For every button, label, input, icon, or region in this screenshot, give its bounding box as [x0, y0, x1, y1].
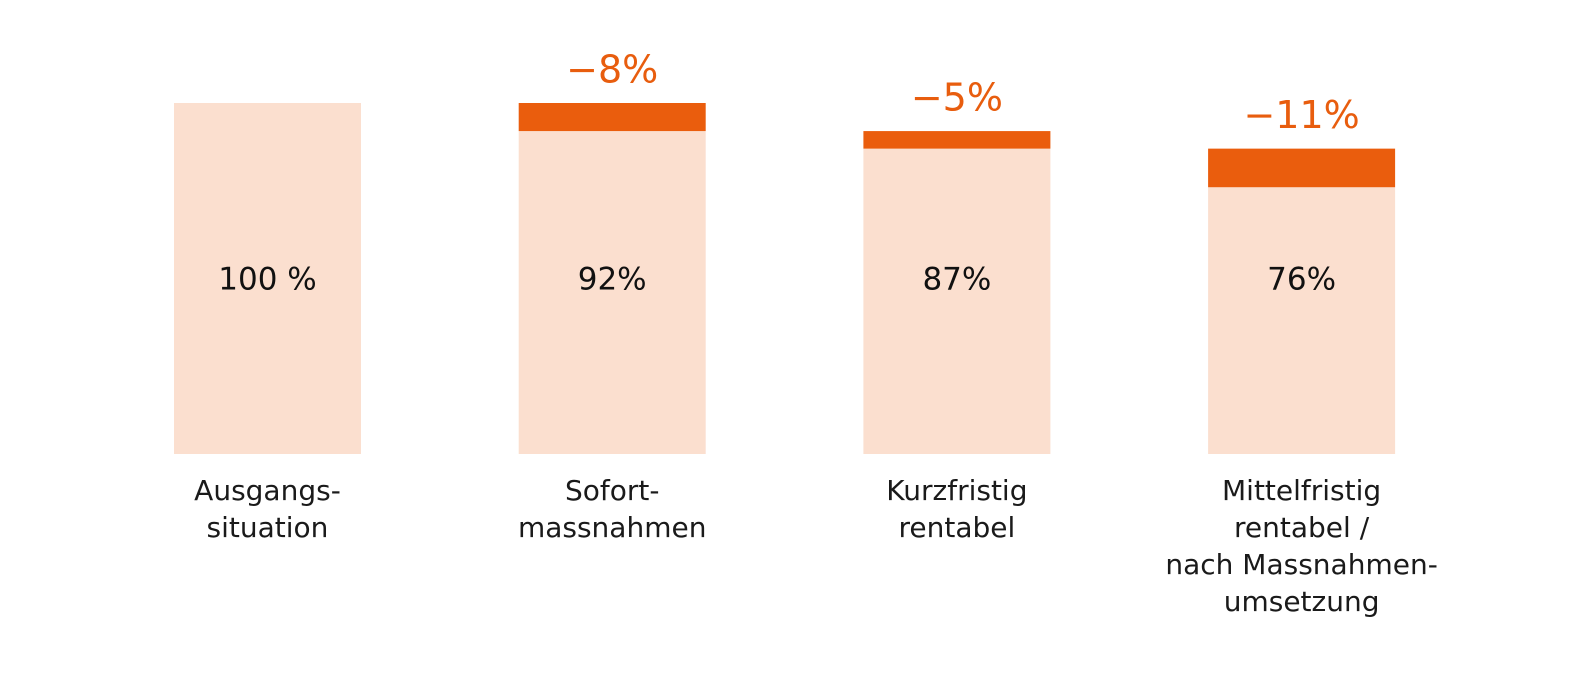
category-label: Mittelfristig: [1222, 474, 1381, 507]
category-label: Sofort-: [565, 474, 660, 507]
bar: [518, 131, 706, 454]
value-label: 76%: [1267, 262, 1336, 298]
change-bar: [863, 131, 1051, 149]
value-label: 87%: [922, 262, 991, 298]
value-label: 92%: [578, 262, 647, 298]
category-label: massnahmen: [518, 511, 707, 544]
category-label: Kurzfristig: [886, 474, 1027, 507]
change-label: −8%: [566, 48, 658, 92]
category-label: umsetzung: [1224, 585, 1380, 618]
change-label: −5%: [911, 76, 1003, 120]
category-label: rentabel /: [1234, 511, 1370, 544]
value-label: 100 %: [218, 262, 316, 298]
category-label: situation: [207, 511, 329, 544]
category-label: nach Massnahmen-: [1165, 548, 1437, 581]
bar: [174, 103, 361, 454]
change-bar: [518, 103, 706, 132]
category-label: Ausgangs-: [194, 474, 341, 507]
bar: [1208, 187, 1396, 455]
bar: [863, 148, 1051, 454]
category-label: rentabel: [899, 511, 1016, 544]
change-bar: [1208, 148, 1396, 188]
change-label: −11%: [1243, 93, 1359, 137]
